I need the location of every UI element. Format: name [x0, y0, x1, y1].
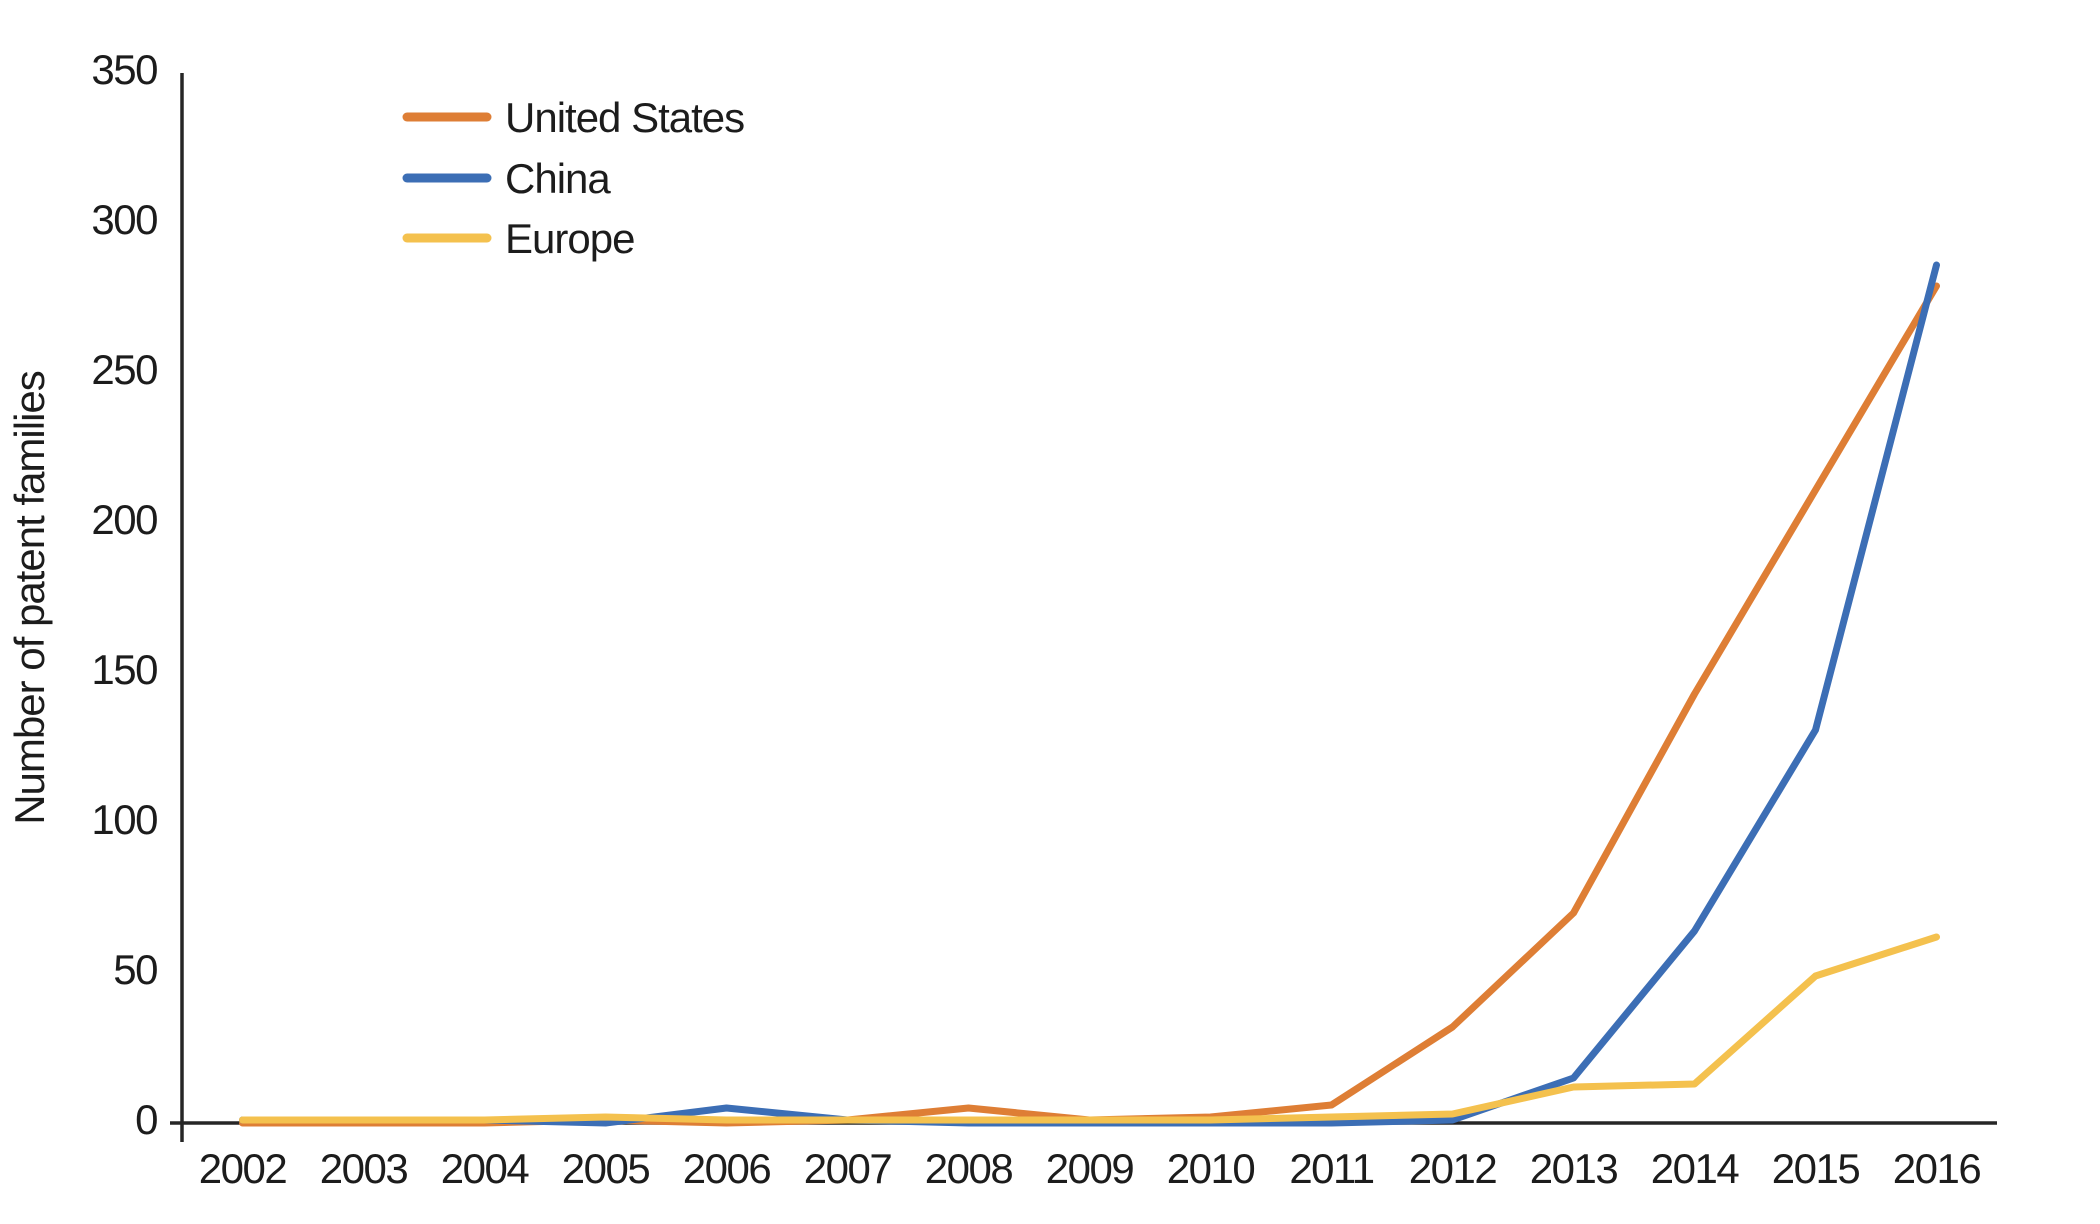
x-tick-label-2010: 2010	[1167, 1145, 1255, 1192]
legend-label-united-states: United States	[505, 94, 744, 141]
x-tick-label-2002: 2002	[199, 1145, 287, 1192]
y-tick-label-200: 200	[91, 496, 157, 543]
y-tick-label-300: 300	[91, 196, 157, 243]
x-tick-label-2007: 2007	[804, 1145, 892, 1192]
x-tick-label-2012: 2012	[1409, 1145, 1497, 1192]
x-tick-label-2016: 2016	[1893, 1145, 1981, 1192]
y-tick-label-50: 50	[113, 946, 157, 993]
x-tick-label-2013: 2013	[1530, 1145, 1618, 1192]
x-tick-label-2003: 2003	[320, 1145, 408, 1192]
x-tick-label-2005: 2005	[562, 1145, 650, 1192]
x-tick-label-2006: 2006	[683, 1145, 771, 1192]
legend-item-europe: Europe	[402, 215, 635, 262]
y-tick-label-100: 100	[91, 796, 157, 843]
legend-item-china: China	[402, 155, 612, 202]
x-tick-label-2009: 2009	[1046, 1145, 1134, 1192]
y-tick-label-250: 250	[91, 346, 157, 393]
series-line-united-states	[239, 282, 1940, 1127]
y-axis-title: Number of patent families	[6, 371, 53, 825]
x-tick-label-2014: 2014	[1651, 1145, 1740, 1192]
legend-label-china: China	[505, 155, 611, 202]
series-line-europe	[239, 933, 1940, 1124]
legend-item-united-states: United States	[402, 94, 745, 141]
y-axis-ticks: 0 50 100 150 200 250 300 350	[91, 46, 158, 1143]
series-lines	[239, 261, 1940, 1127]
x-tick-label-2011: 2011	[1289, 1145, 1373, 1192]
x-tick-label-2008: 2008	[925, 1145, 1013, 1192]
y-tick-label-150: 150	[91, 646, 157, 693]
legend-label-europe: Europe	[505, 215, 634, 262]
y-tick-label-0: 0	[135, 1096, 157, 1143]
x-tick-label-2015: 2015	[1772, 1145, 1860, 1192]
y-tick-label-350: 350	[91, 46, 157, 93]
x-tick-label-2004: 2004	[441, 1145, 530, 1192]
x-axis-ticks: 2002 2003 2004 2005 2006 2007 2008 2009 2010 2011…	[199, 1145, 1982, 1192]
legend: United States China Europe	[402, 94, 745, 262]
series-line-china	[239, 261, 1940, 1127]
